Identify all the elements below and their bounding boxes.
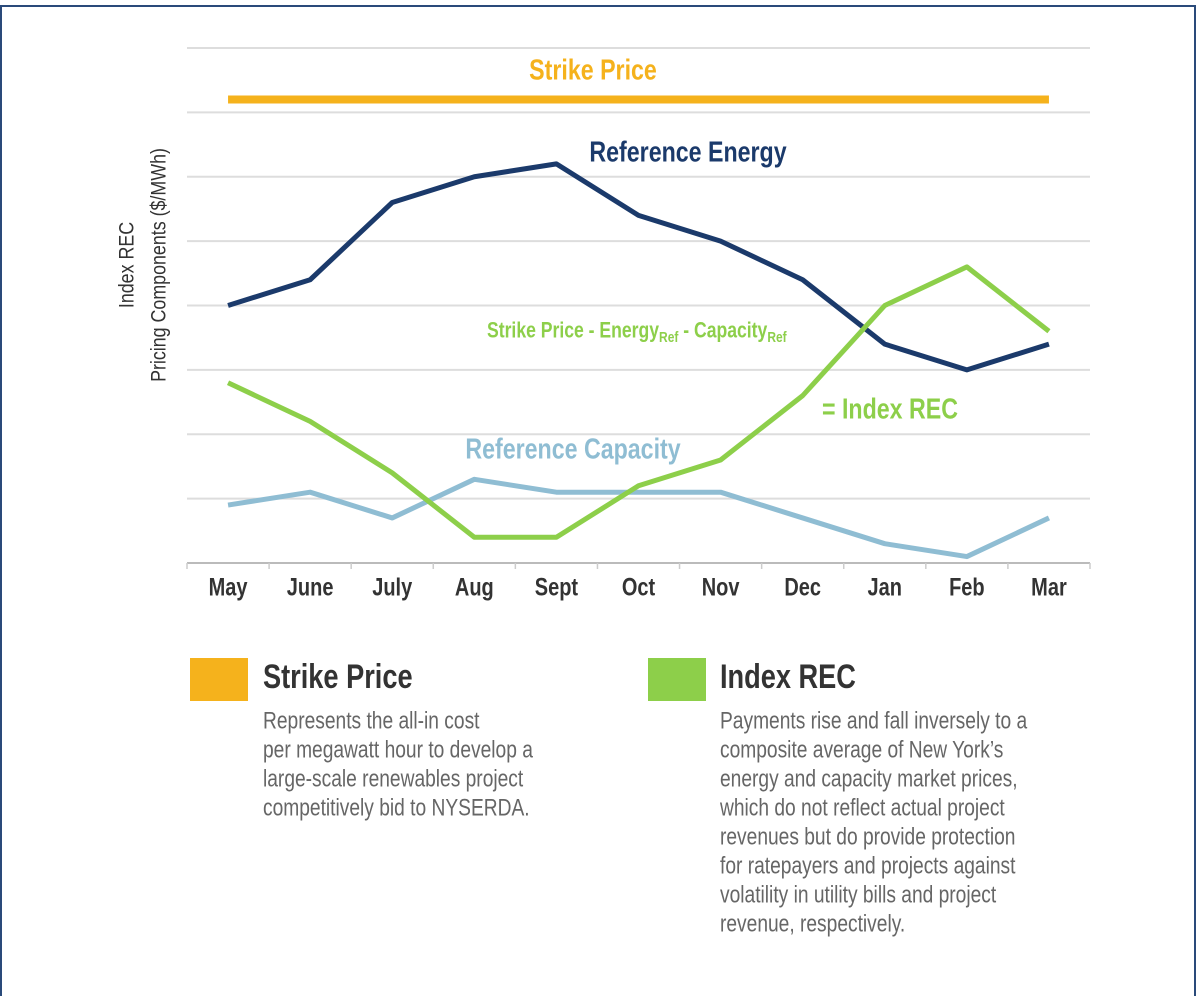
x-tick-label: July: [372, 574, 412, 602]
legend-title: Strike Price: [263, 657, 413, 696]
annotation: = Index REC: [822, 392, 958, 425]
annotation-part: Ref: [767, 329, 787, 346]
series-label: Reference Energy: [589, 135, 787, 168]
x-tick-label: Sept: [535, 574, 579, 602]
series-label: Reference Capacity: [465, 432, 681, 465]
x-tick-label: Nov: [702, 574, 740, 602]
line-series: [227, 476, 1051, 560]
x-tick-label: Dec: [784, 574, 821, 602]
legend-description: large-scale renewables project: [263, 764, 523, 792]
line-series: [227, 161, 1050, 373]
x-tick-label: Aug: [455, 574, 494, 602]
legend-description: Represents the all-in cost: [263, 706, 480, 734]
annotation: Strike Price - EnergyRef - CapacityRef: [487, 319, 787, 345]
legend-description: for ratepayers and projects against: [720, 851, 1015, 879]
legend-description: Payments rise and fall inversely to a: [720, 706, 1028, 734]
legend-swatch: [190, 658, 248, 701]
annotation-part: Strike Price - Energy: [487, 319, 659, 343]
x-tick-label: Jan: [868, 574, 902, 602]
legend-description: which do not reflect actual project: [719, 793, 1005, 821]
legend-description: volatility in utility bills and project: [720, 880, 996, 908]
x-tick-label: May: [209, 574, 248, 602]
annotation-part: - Capacity: [678, 319, 767, 343]
legend-description: per megawatt hour to develop a: [263, 735, 534, 763]
legend-description: competitively bid to NYSERDA.: [263, 793, 530, 821]
legend-description: revenues but do provide protection: [720, 822, 1015, 850]
legend-swatch: [648, 658, 706, 701]
x-tick-label: Feb: [949, 574, 985, 602]
frame: [0, 5, 1196, 1001]
line-series: [226, 264, 1051, 540]
x-tick-label: June: [287, 574, 334, 602]
legend-description: energy and capacity market prices,: [720, 764, 1018, 792]
y-axis-label: Index REC: [115, 222, 139, 308]
legend-description: composite average of New York’s: [720, 735, 1003, 763]
legend-description: revenue, respectively.: [720, 909, 905, 937]
x-tick-label: Mar: [1031, 574, 1067, 602]
annotation-part: Ref: [659, 329, 679, 346]
legend-title: Index REC: [720, 657, 856, 696]
series-label: Strike Price: [529, 53, 657, 86]
y-axis-label: Pricing Components ($/MWh): [147, 148, 171, 382]
x-tick-label: Oct: [622, 574, 656, 602]
